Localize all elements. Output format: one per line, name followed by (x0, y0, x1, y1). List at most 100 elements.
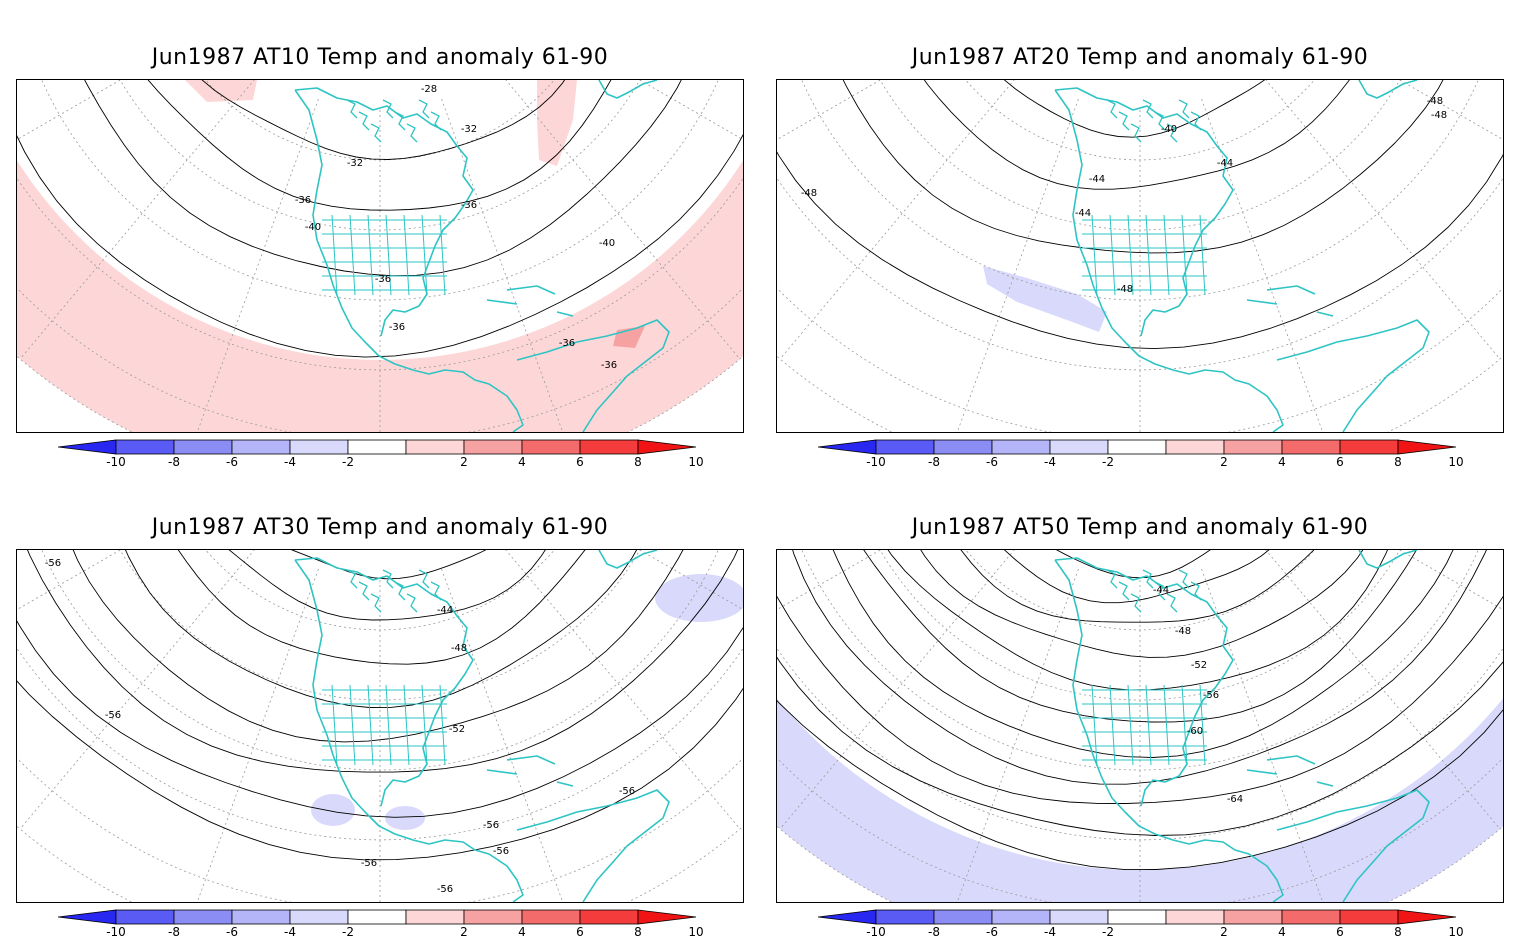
colorbar-segment (521, 439, 581, 455)
anomaly-cool-patch (311, 794, 355, 826)
colorbar-tick-label: 8 (1394, 925, 1402, 939)
map-at50: -44 -48 -52 -56 -60 -64 (776, 549, 1504, 903)
state-border (439, 684, 446, 766)
panel-title: Jun1987 AT10 Temp and anomaly 61-90 (151, 45, 609, 70)
contour-label: -44 (437, 605, 453, 616)
colorbar-segment (1281, 439, 1341, 455)
coastlines (1054, 80, 1430, 432)
coastline (1276, 319, 1430, 432)
coastline (598, 80, 658, 99)
colorbar-segment (405, 439, 465, 455)
meridian (1399, 80, 1503, 141)
meridian (17, 550, 121, 611)
meridian (956, 569, 1079, 902)
meridian (1265, 550, 1501, 830)
colorbar-segment (1049, 439, 1109, 455)
arctic-island (1166, 123, 1178, 143)
contour-line (125, 550, 638, 708)
colorbar-right-arrow (637, 439, 697, 455)
colorbar-segment (1049, 909, 1109, 925)
anomaly-cool-patch (983, 266, 1107, 332)
colorbar-tick-label: 2 (1220, 455, 1228, 469)
coastline (1054, 87, 1284, 432)
map-at20: -40 -44 -44 -44 -48 -48 -48 -48 (776, 79, 1504, 433)
latitude-circle (41, 550, 719, 771)
contour-line (960, 550, 1315, 623)
colorbar-tick-label: 10 (688, 455, 703, 469)
colorbar-right-arrow (1397, 909, 1457, 925)
colorbar-tick-label: 4 (518, 455, 526, 469)
colorbar-segment (463, 909, 523, 925)
contour-line (1056, 550, 1211, 579)
contour-line (887, 550, 1388, 691)
colorbar-tick-label: -6 (986, 925, 998, 939)
anomaly-warm-patch (537, 80, 577, 166)
colorbar-tick-label: -6 (226, 925, 238, 939)
colorbar: -10 -8 -6 -4 -2 2 4 6 8 10 (58, 439, 704, 469)
arctic-island (1142, 99, 1154, 119)
contour-label: -36 (559, 338, 575, 349)
state-border (403, 214, 410, 296)
contour-label: -48 (1117, 284, 1133, 295)
anomaly-shading (777, 698, 1503, 902)
arctic-island (1178, 569, 1190, 589)
colorbar-left-arrow (818, 439, 877, 455)
contour-label: -52 (449, 724, 465, 735)
contour-line (84, 80, 682, 277)
colorbar-tick-label: 8 (634, 925, 642, 939)
map-at10: -28 -32 -32 -36 -36 -40 -40 -36 -36 -36 -36 (16, 79, 744, 433)
state-border (349, 214, 356, 296)
anomaly-cool-patch (655, 574, 743, 622)
latitude-circle (965, 80, 1315, 161)
arctic-island (358, 111, 370, 131)
anomaly-warm-patch (185, 80, 257, 102)
contour-label: -44 (1153, 585, 1169, 596)
coastline (294, 557, 524, 902)
contour-label: -36 (461, 200, 477, 211)
colorbar-tick-label: -4 (1044, 925, 1056, 939)
lat-lon-grid (777, 550, 1503, 902)
meridian (639, 80, 743, 141)
contour-line (17, 680, 743, 861)
panel-at50: Jun1987 AT50 Temp and anomaly 61-90 -44-… (760, 470, 1520, 940)
contour-label: -36 (389, 322, 405, 333)
contour-label: -56 (45, 558, 61, 569)
arctic-island (1118, 581, 1130, 601)
colorbar-tick-label: -8 (928, 925, 940, 939)
contour-label: -56 (483, 820, 499, 831)
coastline (1358, 80, 1418, 99)
contour-label: -40 (1161, 124, 1177, 135)
contour-line (1003, 80, 1266, 138)
contour-labels: -56 -44 -48 -52 -56 -56 -56 -56 -56 -56 (45, 558, 635, 895)
colorbar-segment (1165, 439, 1225, 455)
contour-line (290, 550, 487, 580)
anomaly-cool-patch (385, 806, 425, 830)
contour-label: -56 (105, 710, 121, 721)
coastline (516, 319, 670, 432)
colorbar-tick-label: 8 (1394, 455, 1402, 469)
colorbar-segment (1107, 439, 1167, 455)
meridian (17, 80, 121, 141)
colorbar-tick-label: 6 (1336, 925, 1344, 939)
map-canvas: -40 -44 -44 -44 -48 -48 -48 -48 (777, 80, 1503, 432)
meridian (956, 99, 1079, 432)
colorbar-tick-label: 4 (518, 925, 526, 939)
contour-line (201, 80, 566, 160)
colorbar-left-arrow (58, 439, 117, 455)
colorbar-segment (289, 909, 349, 925)
colorbar-segment (1339, 909, 1399, 925)
arctic-island (1142, 569, 1154, 589)
arctic-island (1106, 569, 1118, 589)
meridian (777, 550, 881, 611)
colorbar-tick-label: 6 (576, 925, 584, 939)
contour-line (832, 550, 1454, 758)
colorbar-segment (521, 909, 581, 925)
coastline (1246, 285, 1334, 317)
colorbar-segment (1107, 909, 1167, 925)
panel-at10: Jun1987 AT10 Temp and anomaly 61-90 -28-… (0, 0, 760, 470)
meridian (505, 550, 741, 830)
arctic-island (394, 581, 406, 601)
state-border (1109, 214, 1116, 296)
contour-line (777, 656, 1503, 836)
coastlines (294, 550, 670, 902)
